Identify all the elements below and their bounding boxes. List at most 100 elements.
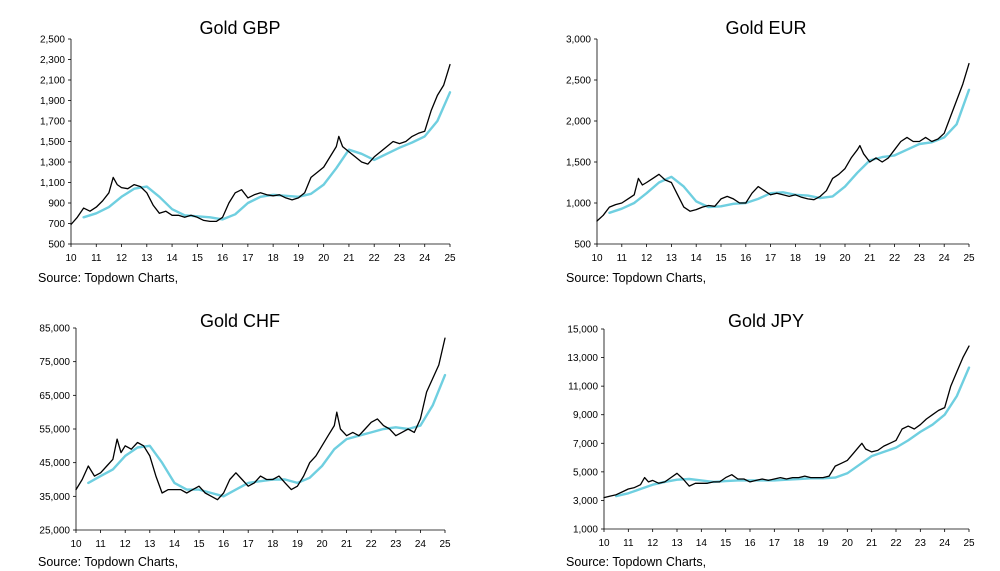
chart-panel-gold-chf: Gold CHF 25,000 35,000 45,000 55,000 65,000 7… [0, 290, 500, 571]
price-series-line [596, 62, 970, 222]
moving-average-series-line [614, 366, 971, 498]
x-tick-label: 23 [394, 253, 406, 264]
x-tick-label: 18 [268, 253, 280, 264]
chart-panel-gold-eur: Gold EUR 500 1,000 1,500 2,000 2,500 3,000 10 1… [500, 0, 1000, 290]
x-tick-label: 21 [866, 538, 878, 549]
x-tick-label: 24 [415, 539, 427, 550]
y-tick-label: 1,100 [40, 178, 65, 189]
x-tick-label: 23 [915, 538, 927, 549]
chart-title: Gold EUR [725, 18, 807, 38]
x-tick-label: 13 [666, 253, 678, 264]
x-tick-label: 23 [390, 539, 402, 550]
x-tick-label: 20 [842, 538, 854, 549]
x-tick-label: 12 [116, 253, 128, 264]
x-tick-label: 12 [641, 253, 653, 264]
x-tick-label: 22 [889, 253, 901, 264]
x-tick-label: 24 [939, 538, 951, 549]
y-tick-label: 1,900 [40, 96, 65, 107]
y-tick-label: 11,000 [568, 382, 598, 393]
x-tick-label: 18 [267, 539, 279, 550]
source-note: Source: Topdown Charts, [38, 271, 179, 285]
y-tick-label: 5,000 [573, 467, 598, 478]
x-tick-label: 20 [316, 539, 328, 550]
y-tick-label: 1,000 [566, 199, 591, 210]
chart-panel-gold-jpy: Gold JPY 1,000 3,000 5,000 7,000 9,000 11,000… [500, 290, 1000, 571]
y-tick-label: 500 [48, 240, 65, 251]
x-tick-label: 14 [691, 253, 703, 264]
x-tick-label: 20 [839, 253, 851, 264]
x-tick-label: 16 [218, 539, 230, 550]
x-tick-label: 11 [623, 538, 634, 549]
x-tick-label: 24 [419, 253, 431, 264]
y-tick-label: 2,500 [566, 76, 591, 87]
y-tick-label: 45,000 [39, 458, 70, 469]
y-tick-label: 2,100 [40, 76, 65, 87]
x-tick-label: 10 [591, 253, 603, 264]
x-tick-label: 15 [193, 539, 205, 550]
y-tick-label: 700 [48, 219, 65, 230]
x-tick-label: 14 [169, 539, 181, 550]
x-tick-label: 11 [91, 253, 102, 264]
moving-average-series-line [608, 88, 971, 215]
x-tick-label: 25 [963, 253, 975, 264]
x-tick-label: 16 [744, 538, 756, 549]
y-tick-label: 65,000 [39, 391, 70, 402]
x-tick-label: 22 [369, 253, 381, 264]
y-tick-label: 25,000 [39, 526, 70, 537]
x-tick-label: 22 [366, 539, 378, 550]
y-tick-label: 1,500 [566, 158, 591, 169]
x-tick-label: 10 [65, 253, 77, 264]
price-series-line [75, 337, 446, 501]
x-tick-label: 18 [793, 538, 805, 549]
moving-average-series-line [87, 373, 447, 498]
x-tick-label: 10 [70, 539, 82, 550]
x-tick-label: 16 [217, 253, 229, 264]
y-tick-label: 35,000 [39, 492, 70, 503]
y-tick-label: 1,000 [573, 525, 598, 536]
y-tick-label: 55,000 [39, 425, 70, 436]
y-tick-label: 900 [48, 199, 65, 210]
y-tick-label: 1,700 [40, 117, 65, 128]
x-tick-label: 19 [292, 539, 304, 550]
y-tick-label: 3,000 [566, 35, 591, 46]
chart-title: Gold CHF [199, 311, 280, 331]
x-tick-label: 18 [790, 253, 802, 264]
chart-plot: 1,000 3,000 5,000 7,000 9,000 11,000 13,000 15,… [567, 325, 975, 550]
y-tick-label: 500 [574, 240, 591, 251]
x-tick-label: 10 [598, 538, 610, 549]
y-tick-label: 15,000 [567, 325, 598, 336]
x-tick-label: 20 [318, 253, 330, 264]
chart-plot: 500 1,000 1,500 2,000 2,500 3,000 10 11 12 13 14 15… [566, 35, 975, 265]
chart-title: Gold JPY [727, 311, 805, 331]
x-tick-label: 12 [647, 538, 659, 549]
x-tick-label: 19 [293, 253, 305, 264]
source-note: Source: Topdown Charts, [38, 555, 179, 569]
x-tick-label: 12 [120, 539, 132, 550]
y-tick-label: 9,000 [573, 410, 598, 421]
x-tick-label: 19 [815, 253, 827, 264]
x-tick-label: 13 [141, 253, 153, 264]
chart-title: Gold GBP [199, 18, 281, 38]
y-tick-label: 2,500 [40, 35, 65, 46]
x-tick-label: 14 [167, 253, 179, 264]
x-tick-label: 21 [864, 253, 876, 264]
price-series-line [70, 63, 451, 226]
x-tick-label: 17 [242, 253, 254, 264]
source-note: Source: Topdown Charts, [566, 555, 707, 569]
price-series-line [603, 345, 970, 499]
x-tick-label: 17 [243, 539, 255, 550]
chart-plot: 500 700 900 1,100 1,300 1,500 1,700 1,900 2,100 2… [40, 35, 456, 265]
x-tick-label: 15 [192, 253, 204, 264]
y-tick-label: 1,500 [40, 137, 65, 148]
x-tick-label: 24 [939, 253, 951, 264]
x-tick-label: 23 [914, 253, 926, 264]
x-tick-label: 22 [890, 538, 902, 549]
x-tick-label: 17 [769, 538, 781, 549]
x-tick-label: 13 [144, 539, 156, 550]
x-tick-label: 19 [817, 538, 829, 549]
source-note: Source: Topdown Charts, [566, 271, 707, 285]
x-tick-label: 14 [696, 538, 708, 549]
x-tick-label: 21 [343, 253, 355, 264]
y-tick-label: 2,000 [566, 117, 591, 128]
y-tick-label: 85,000 [39, 324, 70, 335]
